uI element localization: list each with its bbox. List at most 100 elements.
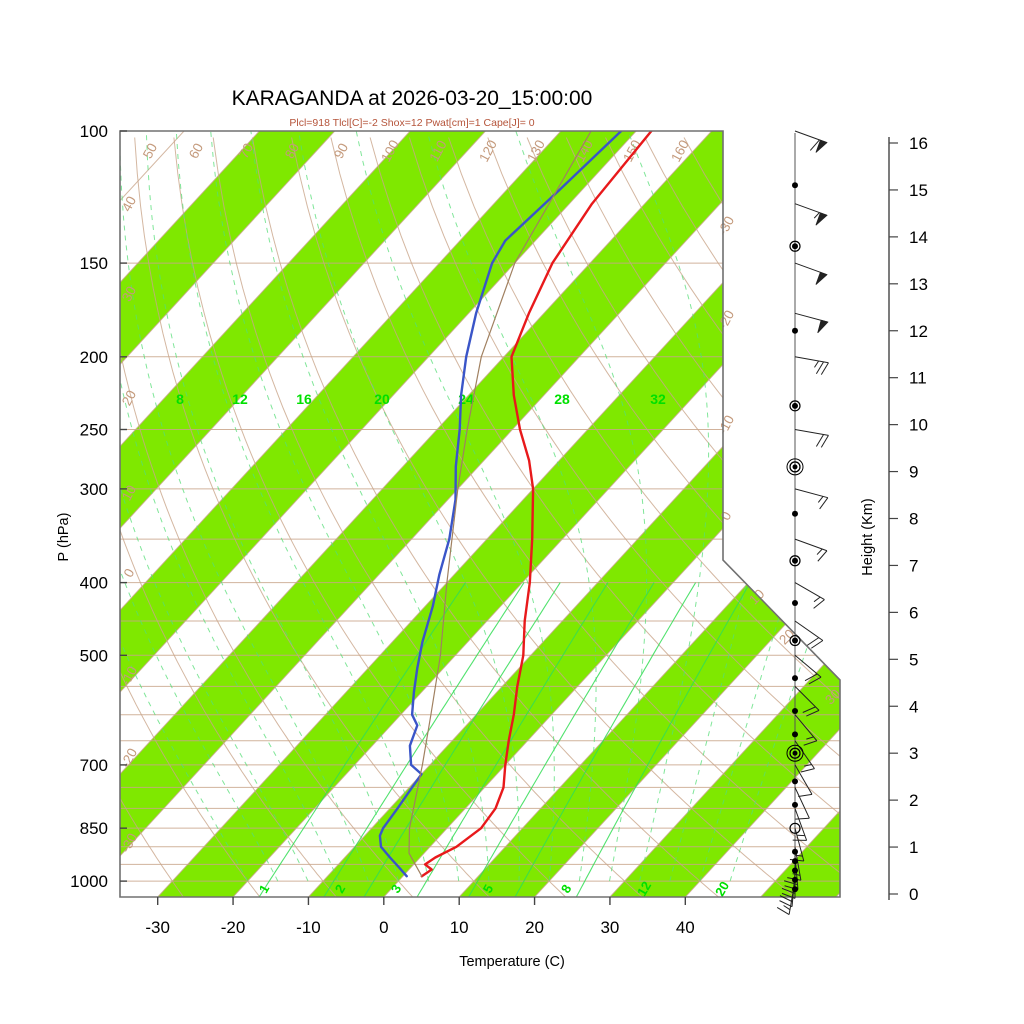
temperature-tick-label: -30 [145,918,170,937]
wind-level-marker-open [789,555,801,567]
wind-level-marker-open [789,822,801,834]
pressure-tick-label: 500 [80,646,108,665]
height-tick-label: 4 [909,697,918,716]
temperature-axis-title: Temperature (C) [459,954,565,970]
page-title: KARAGANDA at 2026-03-20_15:00:00 [232,87,593,110]
temperature-tick-label: 40 [676,918,695,937]
wind-barb [794,312,829,334]
grid-label: 30 [119,284,139,304]
wind-barb [794,356,829,375]
pressure-tick-label: 150 [80,254,108,273]
wind-level-marker [792,876,798,883]
height-tick-label: 12 [909,322,928,341]
wind-level-marker [792,707,798,714]
wind-level-marker [792,675,798,682]
grid-label: 50 [140,141,160,161]
height-tick-label: 7 [909,556,918,575]
wind-level-marker [792,402,798,409]
wind-level-marker [792,778,798,785]
grid-label: 20 [119,388,139,408]
wind-level-marker-open [789,400,801,412]
wind-level-marker [792,848,798,855]
wind-level-marker [792,801,798,808]
height-tick-label: 0 [909,885,918,904]
grid-label: 10 [119,483,139,503]
wind-barb-column [776,130,829,916]
wind-level-marker [792,599,798,606]
height-tick-label: 2 [909,791,918,810]
grid-label: 20 [374,391,390,407]
trace-temperature [420,131,653,878]
pressure-tick-label: 1000 [70,872,108,891]
pressure-tick-label: 250 [80,420,108,439]
wind-level-marker [792,182,798,189]
wind-barb [792,808,808,841]
wind-level-marker [792,327,798,334]
height-tick-label: 15 [909,181,928,200]
sounding-parameters: Plcl=918 Tlcl[C]=-2 Shox=12 Pwat[cm]=1 C… [289,117,534,129]
wind-barb [794,262,828,285]
plot-frame [119,130,841,898]
wind-barb [794,130,828,153]
wind-barb [794,654,822,685]
grid-label: 80 [282,141,302,161]
wind-level-marker [792,243,798,250]
wind-barb [794,714,818,746]
wind-level-marker [792,867,798,874]
grid-label: 60 [186,141,206,161]
wind-barb [794,787,810,820]
temperature-tick-label: -20 [221,918,246,937]
pressure-tick-label: 100 [80,122,108,141]
trace-dewpoint [378,131,623,878]
height-tick-label: 14 [909,228,928,247]
height-tick-label: 16 [909,134,928,153]
grid-label: 90 [331,141,351,161]
wind-barb [794,429,829,448]
wind-level-marker-open [789,634,801,647]
wind-level-marker [792,731,798,738]
height-tick-label: 6 [909,603,918,622]
shaded-bands [120,131,840,897]
pressure-tick-label: 200 [80,348,108,367]
height-tick-label: 10 [909,416,928,435]
wind-level-marker [792,557,798,564]
grid-label: 32 [650,391,666,407]
temperature-tick-label: 0 [379,918,388,937]
wind-barb [794,764,813,798]
grid-label: 70 [236,141,256,161]
wind-barb [794,203,828,226]
height-tick-label: 9 [909,463,918,482]
temperature-tick-label: 30 [600,918,619,937]
height-tick-label: 13 [909,275,928,294]
pressure-tick-label: 850 [80,819,108,838]
wind-barb [794,685,820,717]
grid-label: 28 [554,391,570,407]
wind-level-marker [792,637,798,644]
wind-level-marker [792,510,798,517]
height-tick-label: 3 [909,744,918,763]
pressure-tick-label: 400 [80,574,108,593]
temperature-tick-label: 20 [525,918,544,937]
pressure-tick-label: 300 [80,480,108,499]
pressure-axis-title: P (hPa) [56,513,72,562]
height-axis-title: Height (Km) [860,498,876,575]
wind-barb [794,538,828,562]
grid-label: 12 [232,391,248,407]
wind-level-marker [792,858,798,865]
wind-level-marker [792,886,798,893]
height-tick-label: 11 [909,369,927,388]
wind-barb [794,582,825,609]
grid-label: 16 [296,391,312,407]
grid-label: 40 [119,194,139,214]
pressure-tick-label: 700 [80,756,108,775]
temperature-tick-label: 10 [450,918,469,937]
height-tick-label: 1 [909,838,918,857]
height-tick-label: 8 [909,510,918,529]
temperature-tick-label: -10 [296,918,321,937]
grid-label: 8 [176,391,184,407]
sounding-traces [378,131,653,878]
trace-parcel [408,131,592,877]
